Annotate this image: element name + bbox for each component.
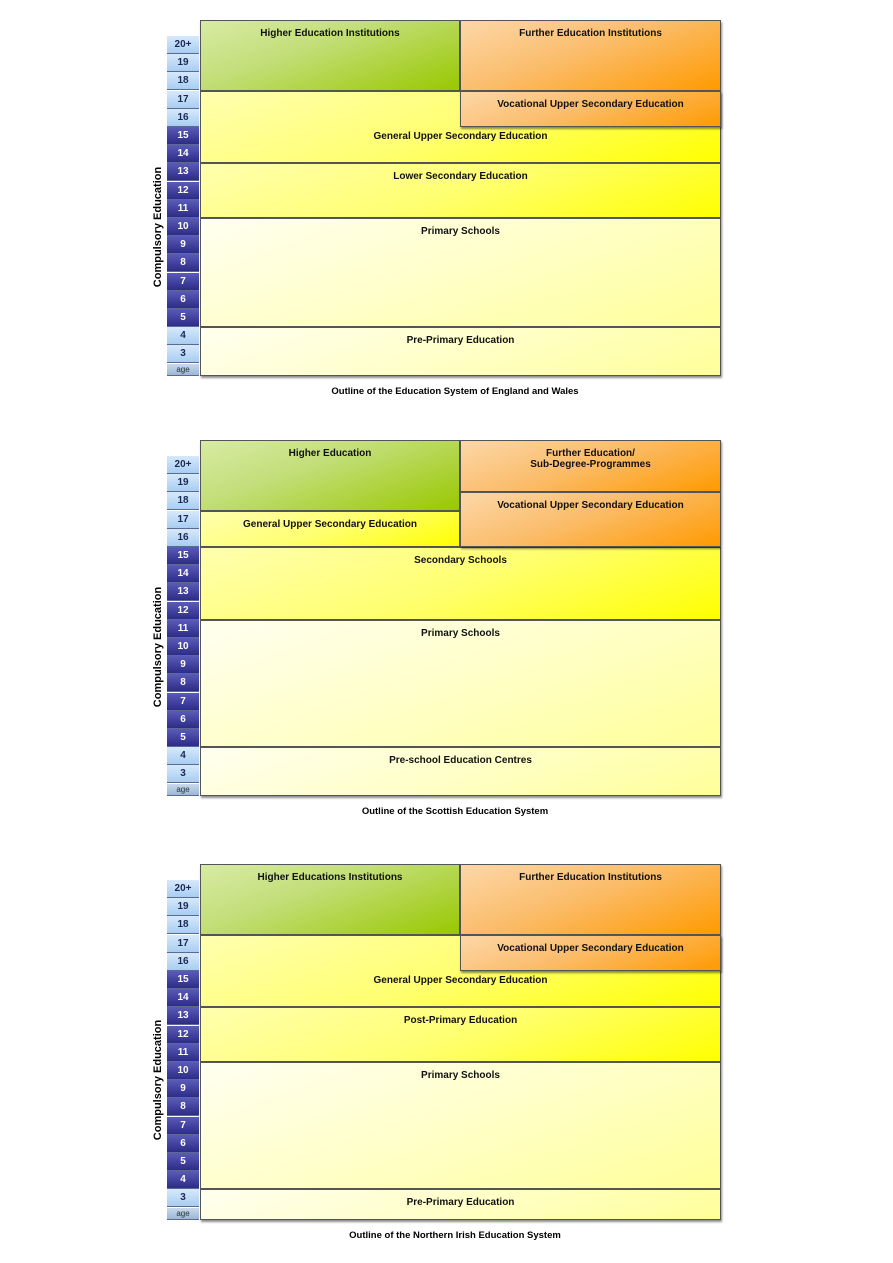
compulsory-education-label: Compulsory Education <box>152 166 164 288</box>
diagram-caption: Outline of the Scottish Education System <box>361 805 549 817</box>
age-cell: 16 <box>167 108 199 127</box>
education-stage-box: Higher Educations Institutions <box>200 864 460 935</box>
age-cell: 7 <box>167 1116 199 1135</box>
age-cell: 12 <box>167 601 199 620</box>
age-cell: 4 <box>167 747 199 766</box>
age-cell: 6 <box>167 710 199 729</box>
age-cell: 7 <box>167 692 199 711</box>
education-stage-box: Further Education Institutions <box>460 20 721 91</box>
compulsory-education-label: Compulsory Education <box>152 1019 164 1141</box>
age-cell: 12 <box>167 1025 199 1044</box>
age-cell: 13 <box>167 583 199 602</box>
age-cell: 16 <box>167 528 199 547</box>
age-cell: 14 <box>167 565 199 584</box>
age-cell: 8 <box>167 674 199 693</box>
age-cell: 18 <box>167 492 199 511</box>
education-stage-box: Primary Schools <box>200 1062 721 1190</box>
age-cell: 5 <box>167 1153 199 1171</box>
age-cell: 20+ <box>167 456 199 474</box>
age-cell: 9 <box>167 236 199 255</box>
education-stage-box: Higher Education <box>200 440 460 511</box>
education-stage-box: Primary Schools <box>200 619 721 748</box>
age-cell: 5 <box>167 729 199 747</box>
compulsory-education-label: Compulsory Education <box>152 586 164 708</box>
education-stage-box: Post-Primary Education <box>200 1007 721 1062</box>
age-cell: 11 <box>167 199 199 218</box>
age-cell: age <box>167 363 199 376</box>
age-cell: 15 <box>167 971 199 989</box>
age-cell: 17 <box>167 934 199 953</box>
age-cell: 18 <box>167 916 199 935</box>
age-cell: 3 <box>167 1189 199 1208</box>
education-stage-box: Higher Education Institutions <box>200 20 460 91</box>
age-cell: 9 <box>167 1080 199 1099</box>
age-cell: 4 <box>167 327 199 346</box>
age-cell: 10 <box>167 638 199 656</box>
age-cell: 11 <box>167 619 199 638</box>
age-cell: 3 <box>167 765 199 784</box>
age-cell: 8 <box>167 1098 199 1117</box>
age-cell: 20+ <box>167 36 199 54</box>
age-cell: 20+ <box>167 880 199 898</box>
age-cell: 19 <box>167 898 199 917</box>
education-stage-box: General Upper Secondary Education <box>200 510 460 547</box>
age-cell: 14 <box>167 989 199 1008</box>
education-stage-box: Secondary Schools <box>200 547 721 620</box>
education-stage-box: Pre-Primary Education <box>200 1189 721 1220</box>
diagram-caption: Outline of the Education System of Engla… <box>331 385 579 397</box>
age-cell: 19 <box>167 54 199 73</box>
education-stage-box: Vocational Upper Secondary Education <box>460 90 721 127</box>
education-stage-box: Primary Schools <box>200 218 721 328</box>
age-cell: 18 <box>167 72 199 91</box>
age-cell: 12 <box>167 181 199 200</box>
age-cell: 15 <box>167 127 199 145</box>
diagram-caption: Outline of the Northern Irish Education … <box>349 1229 561 1241</box>
age-cell: 5 <box>167 309 199 327</box>
age-cell: 13 <box>167 163 199 182</box>
age-cell: 15 <box>167 547 199 565</box>
age-cell: 19 <box>167 474 199 493</box>
education-stage-box: Further Education/ Sub-Degree-Programmes <box>460 440 721 493</box>
education-stage-box: Vocational Upper Secondary Education <box>460 492 721 547</box>
age-cell: age <box>167 783 199 796</box>
age-cell: 11 <box>167 1043 199 1062</box>
age-cell: 6 <box>167 1134 199 1153</box>
education-stage-box: Pre-Primary Education <box>200 327 721 376</box>
age-cell: 9 <box>167 656 199 675</box>
education-stage-box: Lower Secondary Education <box>200 163 721 218</box>
age-cell: 7 <box>167 272 199 291</box>
age-cell: 14 <box>167 145 199 164</box>
age-cell: 4 <box>167 1171 199 1190</box>
age-cell: 10 <box>167 218 199 236</box>
education-stage-box: Further Education Institutions <box>460 864 721 935</box>
age-cell: 13 <box>167 1007 199 1026</box>
education-stage-box: Vocational Upper Secondary Education <box>460 934 721 971</box>
age-cell: 6 <box>167 290 199 309</box>
age-cell: 3 <box>167 345 199 364</box>
age-cell: 8 <box>167 254 199 273</box>
age-cell: 10 <box>167 1062 199 1080</box>
age-cell: 16 <box>167 952 199 971</box>
education-stage-box: Pre-school Education Centres <box>200 747 721 796</box>
age-cell: 17 <box>167 90 199 109</box>
age-cell: age <box>167 1207 199 1220</box>
age-cell: 17 <box>167 510 199 529</box>
